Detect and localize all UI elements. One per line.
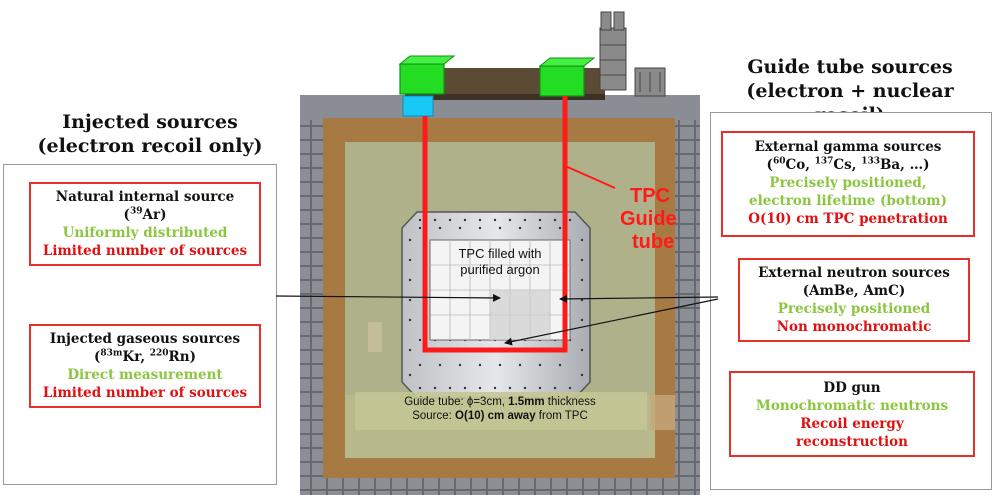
natural-source-limitation: Limited number of sources — [42, 243, 248, 259]
gamma-source-isotopes: (60Co, 137Cs, 133Ba, …) — [766, 156, 930, 173]
injected-gaseous-sources-box: Injected gaseous sources (83mKr, 220Rn) … — [29, 324, 261, 408]
natural-source-property: Uniformly distributed — [62, 225, 228, 241]
natural-internal-source-box: Natural internal source (39Ar) Uniformly… — [29, 182, 261, 266]
detector-diagram — [300, 11, 700, 495]
injected-heading-line1: Injected sources — [62, 111, 238, 133]
dd-gun-property: Monochromatic neutrons — [755, 398, 949, 414]
guide-info-line1: Guide tube: ϕ=3cm, 1.5mm thickness — [404, 396, 596, 408]
arrow-neutron-to-guide-lower — [504, 298, 719, 346]
guide-source-box-right — [539, 65, 585, 97]
tpc-label-line1: TPC filled with — [458, 246, 542, 261]
guide-label-line2: Guide — [620, 208, 677, 230]
gaseous-source-isotopes: (83mKr, 220Rn) — [94, 348, 196, 365]
neutron-source-limitation: Non monochromatic — [776, 319, 932, 335]
dd-gun-box: DD gun Monochromatic neutrons Recoil ene… — [729, 371, 975, 457]
gaseous-source-limitation: Limited number of sources — [42, 385, 248, 401]
small-cyan-box — [402, 95, 434, 117]
tpc-label-line2: purified argon — [460, 262, 540, 277]
guide-info-background — [355, 392, 647, 430]
dd-gun-limitation-1: Recoil energy — [800, 416, 904, 432]
guide-tube — [422, 96, 568, 353]
gamma-source-limitation: O(10) cm TPC penetration — [748, 211, 948, 227]
guide-label-pointer — [562, 164, 616, 189]
guide-label-line3: tube — [632, 231, 675, 253]
guide-source-box-left-top — [398, 55, 456, 65]
guide-info-line2: Source: O(10) cm away from TPC — [412, 410, 588, 422]
tower-details — [600, 44, 661, 92]
arrow-neutron-to-guide-upper — [559, 294, 719, 303]
external-gamma-sources-box: External gamma sources (60Co, 137Cs, 133… — [721, 131, 975, 237]
injected-heading-line2: (electron recoil only) — [37, 135, 263, 157]
guide-tube-label: TPC Guide tube — [620, 185, 677, 254]
gamma-source-title: External gamma sources — [754, 139, 942, 155]
neutron-source-title: External neutron sources — [758, 265, 950, 281]
injected-sources-heading: Injected sources (electron recoil only) — [20, 110, 280, 158]
guide-source-box-right-top — [538, 57, 596, 67]
gamma-source-property-2: electron lifetime (bottom) — [749, 193, 947, 209]
gaseous-source-title: Injected gaseous sources — [49, 331, 241, 347]
arrow-injected-to-tpc — [275, 293, 501, 302]
external-neutron-sources-box: External neutron sources (AmBe, AmC) Pre… — [738, 258, 970, 342]
natural-source-isotope: (39Ar) — [123, 206, 167, 223]
gaseous-source-property: Direct measurement — [67, 367, 223, 383]
neutron-source-subtitle: (AmBe, AmC) — [802, 283, 906, 299]
guide-label-line1: TPC — [630, 185, 670, 207]
gamma-source-property-1: Precisely positioned, — [769, 175, 927, 191]
guide-heading-line1: Guide tube sources — [747, 56, 953, 78]
guide-source-box-left — [399, 63, 445, 95]
side-block-right — [650, 395, 675, 430]
side-block-left — [368, 322, 382, 352]
guide-tube-sources-heading: Guide tube sources (electron + nuclear r… — [710, 55, 990, 127]
dd-gun-limitation-2: reconstruction — [796, 434, 908, 450]
natural-source-title: Natural internal source — [55, 189, 235, 205]
guide-tube-info: Guide tube: ϕ=3cm, 1.5mm thickness Sourc… — [358, 395, 642, 423]
neutron-source-property: Precisely positioned — [777, 301, 931, 317]
tpc-label: TPC filled with purified argon — [440, 246, 560, 278]
dd-gun-title: DD gun — [823, 380, 881, 396]
top-deck-shadow — [405, 94, 605, 100]
